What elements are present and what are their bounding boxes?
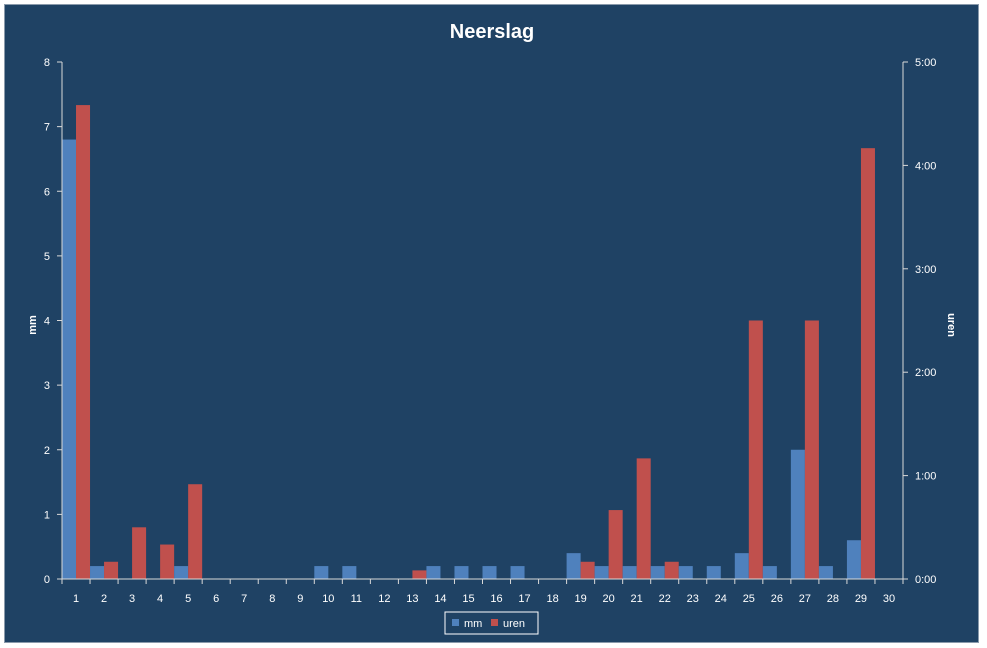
bar-mm-21	[622, 566, 637, 580]
x-tick-label: 4	[157, 593, 163, 605]
y-tick-label: 1	[44, 509, 50, 521]
y2-tick-label: 4:00	[915, 160, 936, 172]
bar-uren-4	[160, 544, 175, 579]
y2-axis-title: uren	[945, 313, 957, 337]
bar-mm-5	[174, 566, 189, 580]
y-tick-label: 8	[44, 57, 50, 69]
bars-group	[62, 105, 875, 580]
legend-swatch-mm	[452, 619, 459, 626]
y-tick-label: 0	[44, 574, 50, 586]
x-tick-label: 21	[631, 593, 643, 605]
bar-uren-5	[188, 484, 203, 579]
x-tick-label: 18	[546, 593, 558, 605]
y-tick-label: 2	[44, 445, 50, 457]
x-tick-label: 6	[213, 593, 219, 605]
bar-uren-27	[804, 320, 819, 579]
x-tick-label: 16	[490, 593, 502, 605]
legend-label-uren: uren	[503, 618, 525, 630]
y-tick-label: 4	[44, 316, 50, 328]
y-tick-labels: 0 1 2 3 4 5 6 7 8	[44, 57, 50, 586]
x-tick-label: 8	[269, 593, 275, 605]
bar-mm-22	[650, 566, 665, 580]
bar-mm-10	[314, 566, 329, 580]
legend-label-mm: mm	[464, 618, 482, 630]
bar-mm-23	[678, 566, 693, 580]
y2-tick-label: 0:00	[915, 574, 936, 586]
y2-tick-label: 2:00	[915, 367, 936, 379]
bar-mm-25	[734, 553, 749, 579]
x-tick-label: 19	[574, 593, 586, 605]
bar-uren-19	[580, 561, 595, 579]
x-tick-label: 9	[297, 593, 303, 605]
x-tick-label: 7	[241, 593, 247, 605]
bar-mm-29	[846, 540, 861, 579]
y-axis-title: mm	[27, 315, 39, 335]
x-tick-label: 20	[603, 593, 615, 605]
x-tick-label: 27	[799, 593, 811, 605]
y-tick-label: 5	[44, 251, 50, 263]
chart-title: Neerslag	[450, 21, 535, 43]
x-tick-label: 15	[462, 593, 474, 605]
x-tick-label: 29	[855, 593, 867, 605]
bar-uren-21	[636, 458, 651, 579]
bar-uren-29	[860, 148, 875, 580]
y2-tick-label: 5:00	[915, 57, 936, 69]
y2-tick-labels: 0:00 1:00 2:00 3:00 4:00 5:00	[915, 57, 936, 586]
bar-mm-15	[454, 566, 469, 580]
bar-mm-20	[594, 566, 609, 580]
bar-mm-1	[62, 139, 77, 580]
y2-tick-label: 1:00	[915, 471, 936, 483]
y-tick-label: 6	[44, 186, 50, 198]
y2-tick-label: 3:00	[915, 264, 936, 276]
x-tick-label: 30	[883, 593, 895, 605]
x-tick-label: 1	[73, 593, 79, 605]
x-tick-label: 11	[351, 593, 362, 605]
x-tick-label: 28	[827, 593, 839, 605]
bar-mm-19	[566, 553, 581, 579]
x-tick-label: 24	[715, 593, 727, 605]
x-tick-label: 22	[659, 593, 671, 605]
bar-uren-22	[664, 561, 679, 579]
bar-mm-28	[818, 566, 833, 580]
x-tick-label: 13	[406, 593, 418, 605]
x-tick-label: 25	[743, 593, 755, 605]
x-tick-label: 17	[518, 593, 530, 605]
bar-uren-2	[104, 561, 119, 579]
x-tick-label: 10	[322, 593, 334, 605]
axes-group	[57, 61, 908, 584]
x-tick-label: 3	[129, 593, 135, 605]
y-tick-label: 3	[44, 380, 50, 392]
bar-mm-14	[426, 566, 441, 580]
legend-swatch-uren	[491, 619, 498, 626]
x-tick-label: 14	[434, 593, 446, 605]
x-tick-labels: 1 2 3 4 5 6 7 8 9 10 11 12 13 14 15 16 17 18 19 20 21 22 23 24 2…	[73, 593, 895, 605]
x-tick-label: 2	[101, 593, 107, 605]
x-tick-label: 12	[378, 593, 390, 605]
bar-mm-24	[706, 566, 721, 580]
x-tick-label: 5	[185, 593, 191, 605]
bar-uren-3	[132, 527, 147, 579]
x-tick-label: 26	[771, 593, 783, 605]
bar-mm-2	[90, 566, 105, 580]
bar-mm-17	[510, 566, 525, 580]
bar-mm-11	[342, 566, 357, 580]
bar-uren-13	[412, 570, 427, 579]
bar-mm-27	[790, 449, 805, 579]
bar-mm-26	[762, 566, 777, 580]
y-tick-label: 7	[44, 122, 50, 134]
x-tick-label: 23	[687, 593, 699, 605]
bar-mm-16	[482, 566, 497, 580]
legend: mm uren	[444, 611, 539, 635]
bar-uren-25	[748, 320, 763, 579]
bar-uren-1	[76, 105, 91, 579]
bar-uren-20	[608, 510, 623, 579]
